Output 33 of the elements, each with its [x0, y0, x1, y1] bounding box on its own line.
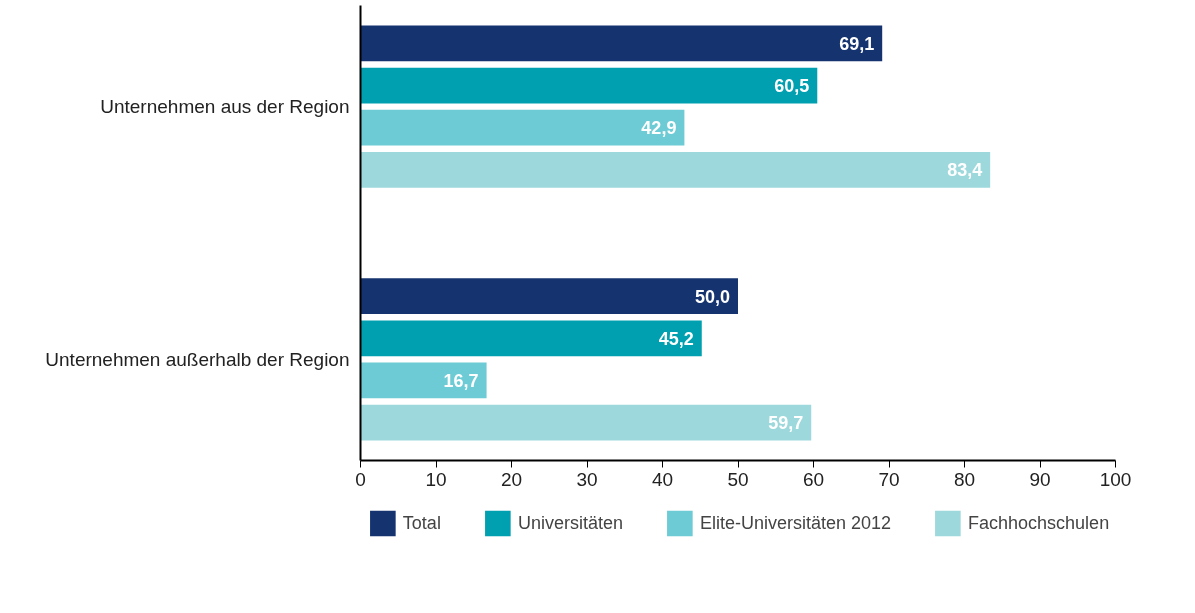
- data-label: 69,1: [839, 33, 875, 54]
- bar: [360, 404, 812, 441]
- x-tick-label: 60: [802, 468, 825, 490]
- x-tick-label: 20: [500, 468, 523, 490]
- x-tick-label: 30: [576, 468, 598, 490]
- bar: [360, 25, 883, 62]
- data-label: 50,0: [694, 286, 731, 307]
- x-tick-label: 90: [1029, 468, 1051, 490]
- bar: [360, 109, 685, 146]
- x-tick-label: 40: [651, 468, 674, 490]
- legend-label: Universitäten: [517, 512, 623, 534]
- x-tick-label: 80: [953, 468, 976, 490]
- x-tick-label: 10: [425, 468, 447, 490]
- legend-label: Fachhochschulen: [968, 512, 1110, 534]
- data-label: 42,9: [641, 118, 677, 139]
- x-tick-label: 0: [355, 468, 366, 490]
- data-label: 60,5: [774, 76, 810, 97]
- data-label: 45,2: [658, 328, 694, 349]
- y-tick-label: Unternehmen außerhalb der Region: [45, 348, 350, 370]
- legend-label: Elite-Universitäten 2012: [699, 512, 892, 534]
- bar: [360, 67, 818, 104]
- bar: [360, 362, 487, 399]
- legend-label: Total: [402, 512, 441, 534]
- x-tick-label: 70: [878, 468, 900, 490]
- y-tick-label: Unternehmen aus der Region: [100, 96, 350, 118]
- bar: [360, 320, 702, 357]
- x-tick-label: 100: [1099, 468, 1132, 490]
- data-label: 16,7: [443, 370, 479, 391]
- data-label: 59,7: [768, 413, 804, 434]
- bar: [360, 151, 991, 188]
- x-tick-label: 50: [727, 468, 749, 490]
- data-label: 83,4: [947, 160, 983, 181]
- bar: [360, 278, 738, 315]
